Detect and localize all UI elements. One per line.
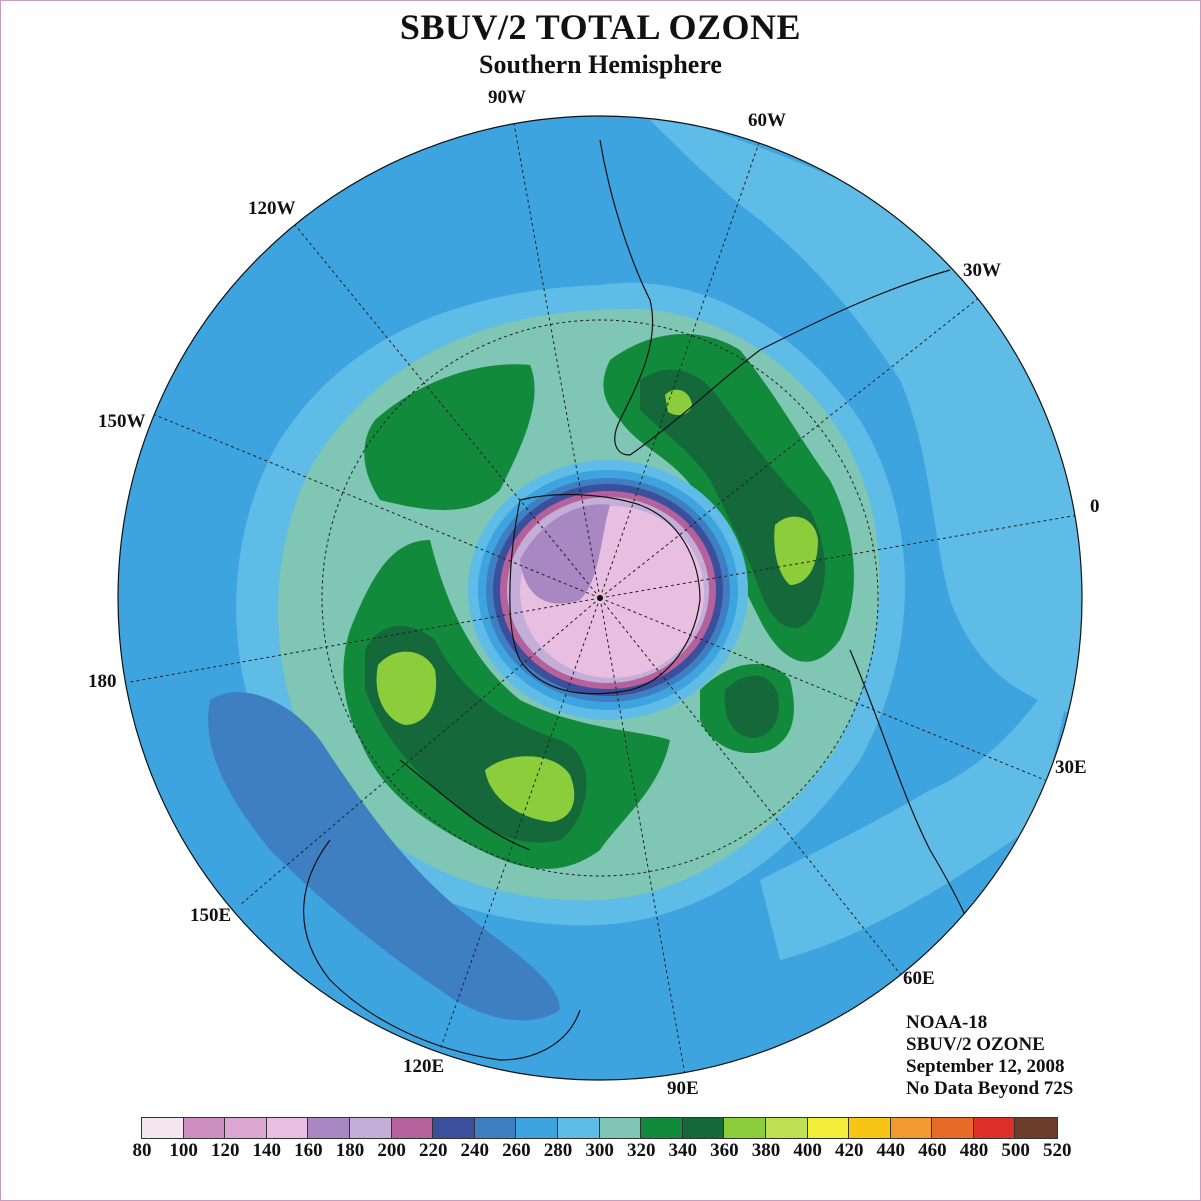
- lon-label-150w: 150W: [98, 411, 146, 432]
- colorbar-tick-320: 320: [626, 1140, 656, 1161]
- lon-label-90w: 90W: [488, 87, 526, 108]
- colorbar-swatch-240: [474, 1118, 517, 1138]
- lon-label-30e: 30E: [1055, 757, 1087, 778]
- antarctica-coast: [509, 493, 701, 695]
- colorbar-tick-240: 240: [460, 1140, 490, 1161]
- meridian-120w: [294, 224, 601, 599]
- ozone-hole-lobe-180: [520, 504, 610, 604]
- colorbar-swatch-220: [433, 1118, 475, 1138]
- colorbar-swatch-400: [807, 1118, 850, 1138]
- ozone-field-300-se: [760, 640, 1080, 960]
- info-date: September 12, 2008: [906, 1056, 1065, 1077]
- meridian-120e: [439, 597, 601, 1051]
- colorbar-tick-460: 460: [918, 1140, 947, 1161]
- colorbar-tick-180: 180: [335, 1140, 365, 1161]
- colorbar-tick-280: 280: [543, 1140, 573, 1161]
- colorbar-swatch-420: [849, 1118, 891, 1138]
- lon-label-180: 180: [88, 671, 117, 692]
- meridian-30e: [599, 597, 1046, 781]
- ozone-core-380-north: [665, 389, 692, 416]
- ozone-patch-360-east: [724, 675, 779, 738]
- ozone-patch-340-south: [343, 540, 670, 869]
- south-america-east-coast: [629, 269, 951, 456]
- map-boundary: [117, 115, 1083, 1081]
- colorbar-tick-440: 440: [876, 1140, 906, 1161]
- meridian-90e: [599, 597, 686, 1076]
- meridian-150w: [154, 414, 601, 599]
- lon-label-30w: 30W: [963, 260, 1001, 281]
- colorbar-swatch-140: [266, 1118, 309, 1138]
- info-coverage-note: No Data Beyond 72S: [906, 1078, 1074, 1099]
- colorbar-swatch-480: [973, 1118, 1016, 1138]
- ozone-core-380-northeast: [774, 516, 818, 585]
- colorbar-swatch-320: [641, 1118, 683, 1138]
- lon-label-120e: 120E: [403, 1056, 445, 1077]
- colorbar-swatch-260: [516, 1118, 558, 1138]
- colorbar-swatch-300: [599, 1118, 642, 1138]
- colorbar-tick-380: 380: [751, 1140, 781, 1161]
- lon-label-120w: 120W: [248, 198, 296, 219]
- colorbar-swatch-280: [557, 1118, 600, 1138]
- dataset-info: NOAA-18 SBUV/2 OZONE September 12, 2008 …: [906, 1012, 1073, 1100]
- colorbar-swatch-340: [682, 1118, 725, 1138]
- colorbar-swatch-100: [183, 1118, 226, 1138]
- colorbar-tick-420: 420: [834, 1140, 864, 1161]
- colorbar-tick-300: 300: [585, 1140, 614, 1161]
- colorbar-tick-400: 400: [793, 1140, 822, 1161]
- colorbar-tick-480: 480: [959, 1140, 989, 1161]
- colorbar-tick-80: 80: [132, 1140, 152, 1161]
- lon-label-150e: 150E: [190, 905, 232, 926]
- colorbar-swatch-440: [890, 1118, 933, 1138]
- meridian-150e: [239, 597, 601, 906]
- south-america-west-coast: [599, 139, 654, 456]
- colorbar-tick-360: 360: [710, 1140, 739, 1161]
- colorbar-swatch-160: [308, 1118, 350, 1138]
- colorbar-swatch-80: [142, 1118, 184, 1138]
- colorbar-tick-200: 200: [377, 1140, 406, 1161]
- ozone-patch-340-west: [364, 364, 535, 510]
- colorbar: [141, 1117, 1059, 1139]
- lon-label-0: 0: [1090, 496, 1100, 517]
- australia-coast: [303, 839, 581, 1061]
- colorbar-tick-500: 500: [1001, 1140, 1030, 1161]
- map-subtitle: Southern Hemisphere: [479, 50, 722, 79]
- meridian-0: [599, 514, 1079, 599]
- colorbar-swatch-120: [225, 1118, 267, 1138]
- info-product: SBUV/2 OZONE: [906, 1034, 1045, 1055]
- colorbar-swatch-180: [349, 1118, 392, 1138]
- ozone-core-380-south: [485, 756, 575, 822]
- colorbar-tick-520: 520: [1042, 1140, 1072, 1161]
- meridian-180: [129, 597, 601, 683]
- lon-label-60e: 60E: [903, 968, 935, 989]
- lon-label-90e: 90E: [667, 1078, 699, 1099]
- latitude-circle-40s: [321, 319, 879, 877]
- colorbar-swatch-380: [765, 1118, 808, 1138]
- colorbar-swatch-460: [932, 1118, 974, 1138]
- colorbar-swatch-360: [724, 1118, 766, 1138]
- colorbar-tick-120: 120: [210, 1140, 240, 1161]
- ozone-core-380-southwest: [376, 651, 437, 725]
- colorbar-tick-220: 220: [418, 1140, 448, 1161]
- lon-label-60w: 60W: [748, 110, 786, 131]
- south-pole-marker: [597, 595, 603, 601]
- info-satellite: NOAA-18: [906, 1012, 988, 1033]
- colorbar-swatch-500: [1015, 1118, 1058, 1138]
- colorbar-tick-140: 140: [252, 1140, 282, 1161]
- meridian-60w: [599, 139, 761, 599]
- colorbar-tick-260: 260: [502, 1140, 531, 1161]
- colorbar-swatch-200: [391, 1118, 434, 1138]
- ozone-band-260-pacific: [208, 692, 561, 1021]
- colorbar-tick-160: 160: [294, 1140, 323, 1161]
- colorbar-tick-100: 100: [169, 1140, 198, 1161]
- colorbar-tick-340: 340: [668, 1140, 698, 1161]
- map-title: SBUV/2 TOTAL OZONE: [399, 7, 802, 47]
